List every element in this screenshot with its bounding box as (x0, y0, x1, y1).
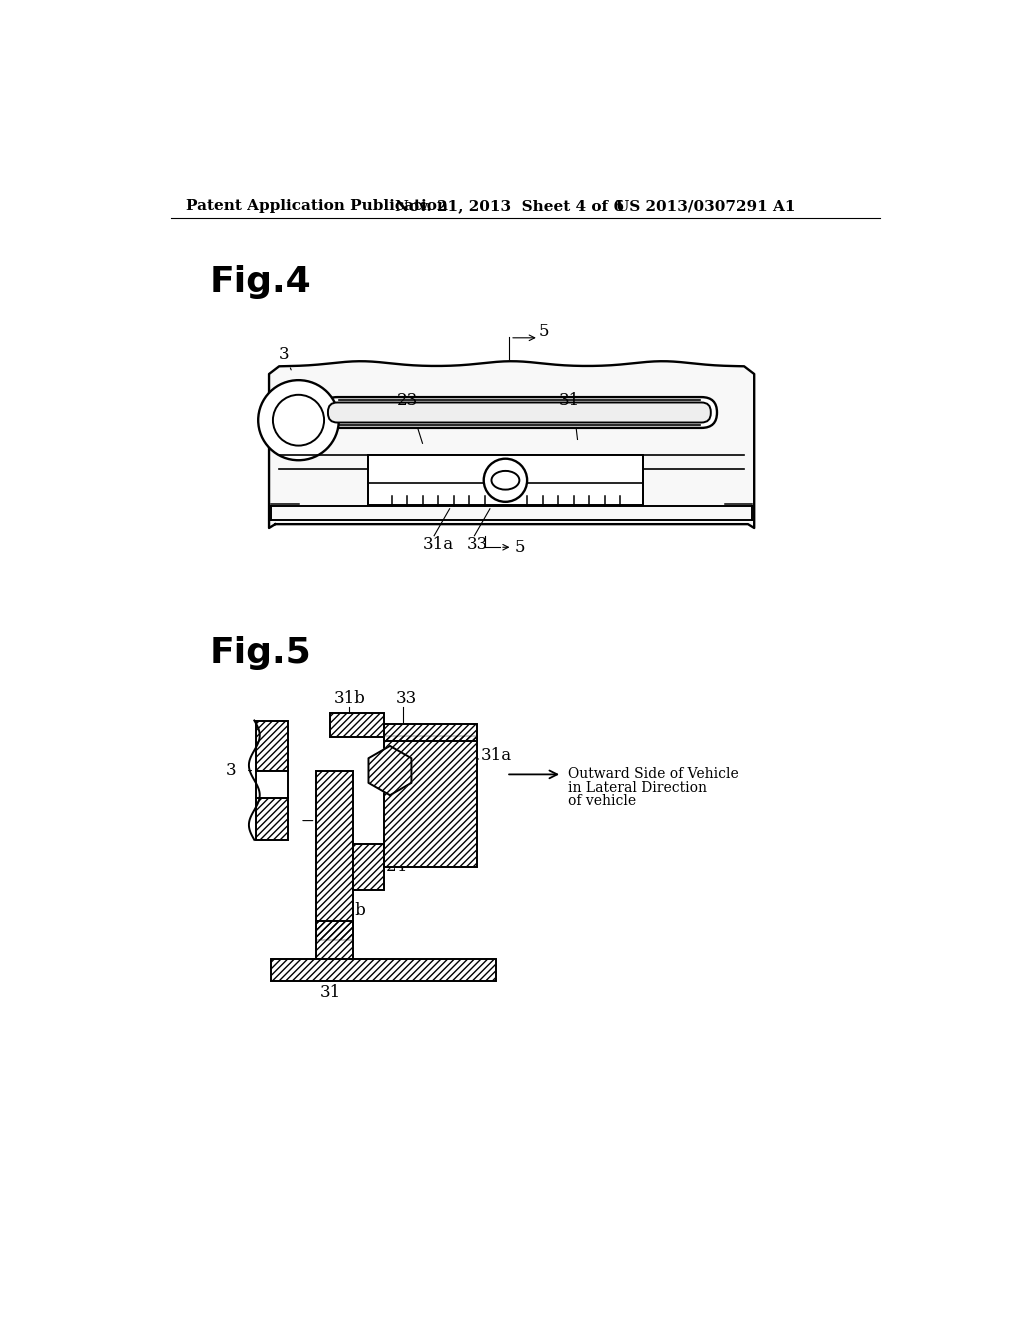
Text: in Lateral Direction: in Lateral Direction (568, 780, 708, 795)
Bar (384, 737, 477, 867)
Circle shape (273, 395, 324, 446)
Text: of vehicle: of vehicle (568, 795, 636, 808)
Ellipse shape (492, 471, 519, 490)
Text: 5: 5 (515, 539, 525, 556)
Bar (330, 713, 384, 738)
Text: 31: 31 (559, 392, 581, 409)
Text: 3: 3 (226, 762, 237, 779)
Bar (315, 771, 352, 940)
Bar (384, 725, 477, 742)
Text: 31b: 31b (334, 689, 366, 706)
Text: ~21b: ~21b (321, 902, 366, 919)
Text: 31: 31 (321, 983, 341, 1001)
Text: 31a: 31a (480, 747, 512, 764)
Bar (315, 921, 352, 960)
Text: Patent Application Publication: Patent Application Publication (186, 199, 449, 213)
FancyBboxPatch shape (322, 397, 717, 428)
Text: 24: 24 (386, 858, 408, 875)
Circle shape (483, 459, 527, 502)
Circle shape (258, 380, 339, 461)
Bar (256, 797, 289, 840)
Text: 33: 33 (395, 689, 417, 706)
Bar (315, 771, 352, 940)
Bar (369, 455, 643, 506)
Text: 23: 23 (269, 808, 291, 825)
Bar (315, 921, 352, 960)
Bar (256, 771, 289, 797)
Text: 31a: 31a (423, 536, 454, 553)
Bar (271, 960, 496, 981)
Polygon shape (269, 362, 755, 528)
Text: US 2013/0307291 A1: US 2013/0307291 A1 (616, 199, 796, 213)
Text: 33: 33 (467, 536, 487, 553)
Text: 5: 5 (539, 323, 549, 341)
Bar (352, 843, 384, 890)
Text: Nov. 21, 2013  Sheet 4 of 6: Nov. 21, 2013 Sheet 4 of 6 (395, 199, 625, 213)
Bar (384, 737, 477, 867)
Text: 3: 3 (280, 346, 291, 370)
Bar (384, 725, 477, 742)
Text: Fig.4: Fig.4 (209, 264, 311, 298)
Bar (330, 713, 384, 738)
Bar (271, 960, 496, 981)
Text: 23: 23 (396, 392, 418, 409)
Bar (256, 721, 289, 771)
Bar (256, 797, 289, 840)
FancyBboxPatch shape (328, 403, 711, 422)
Bar (352, 843, 384, 890)
Text: Fig.5: Fig.5 (209, 636, 311, 669)
Polygon shape (369, 746, 412, 795)
Text: Outward Side of Vehicle: Outward Side of Vehicle (568, 767, 739, 780)
Bar (256, 721, 289, 771)
